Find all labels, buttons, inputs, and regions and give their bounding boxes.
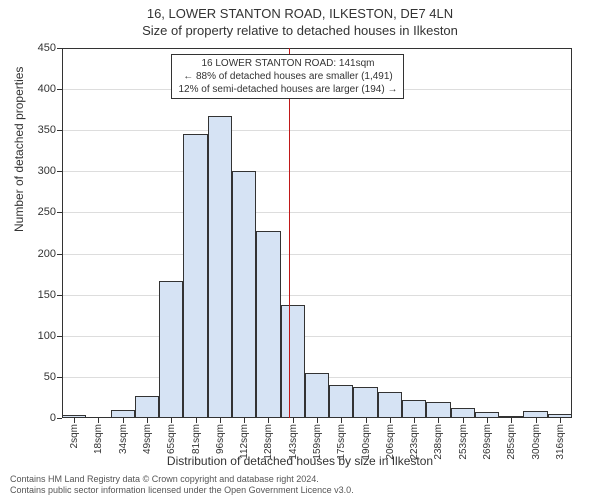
annotation-line1: 16 LOWER STANTON ROAD: 141sqm: [178, 57, 397, 70]
x-tick-label: 65sqm: [166, 424, 177, 454]
y-tick-label: 200: [38, 248, 56, 260]
y-tick-mark: [57, 212, 62, 213]
y-tick-mark: [57, 336, 62, 337]
x-tick-mark: [560, 418, 561, 423]
x-tick-mark: [463, 418, 464, 423]
x-tick-mark: [268, 418, 269, 423]
x-axis-label: Distribution of detached houses by size …: [0, 454, 600, 468]
y-tick-label: 0: [50, 412, 56, 424]
x-tick-mark: [74, 418, 75, 423]
footer-line1: Contains HM Land Registry data © Crown c…: [10, 474, 354, 485]
y-tick-label: 50: [44, 371, 56, 383]
y-axis-label: Number of detached properties: [12, 67, 26, 232]
x-tick-label: 81sqm: [191, 424, 202, 454]
y-tick-mark: [57, 295, 62, 296]
x-tick-label: 2sqm: [69, 424, 80, 448]
x-tick-mark: [147, 418, 148, 423]
annotation-line3: 12% of semi-detached houses are larger (…: [178, 83, 397, 96]
footer-line2: Contains public sector information licen…: [10, 485, 354, 496]
x-tick-mark: [414, 418, 415, 423]
x-tick-mark: [366, 418, 367, 423]
plot-border: [62, 48, 572, 418]
page-title: 16, LOWER STANTON ROAD, ILKESTON, DE7 4L…: [0, 6, 600, 23]
page-subtitle: Size of property relative to detached ho…: [0, 23, 600, 40]
x-tick-mark: [220, 418, 221, 423]
annotation-box: 16 LOWER STANTON ROAD: 141sqm ← 88% of d…: [171, 54, 404, 99]
chart-area: 16 LOWER STANTON ROAD: 141sqm ← 88% of d…: [62, 48, 572, 418]
x-tick-mark: [293, 418, 294, 423]
y-tick-mark: [57, 130, 62, 131]
y-tick-mark: [57, 48, 62, 49]
title-block: 16, LOWER STANTON ROAD, ILKESTON, DE7 4L…: [0, 0, 600, 40]
y-tick-mark: [57, 171, 62, 172]
y-tick-label: 400: [38, 83, 56, 95]
x-tick-mark: [390, 418, 391, 423]
x-tick-mark: [536, 418, 537, 423]
y-tick-mark: [57, 377, 62, 378]
x-tick-mark: [98, 418, 99, 423]
x-tick-mark: [171, 418, 172, 423]
x-tick-mark: [244, 418, 245, 423]
x-tick-mark: [341, 418, 342, 423]
x-tick-label: 34sqm: [118, 424, 129, 454]
y-tick-label: 450: [38, 42, 56, 54]
y-tick-label: 350: [38, 124, 56, 136]
y-tick-label: 150: [38, 289, 56, 301]
annotation-line2: ← 88% of detached houses are smaller (1,…: [178, 70, 397, 83]
x-tick-label: 96sqm: [215, 424, 226, 454]
y-tick-mark: [57, 418, 62, 419]
x-tick-mark: [123, 418, 124, 423]
x-tick-label: 18sqm: [93, 424, 104, 454]
footer-citation: Contains HM Land Registry data © Crown c…: [10, 474, 354, 496]
y-tick-mark: [57, 254, 62, 255]
y-tick-label: 100: [38, 330, 56, 342]
x-tick-label: 49sqm: [142, 424, 153, 454]
y-tick-label: 250: [38, 206, 56, 218]
marker-line: [289, 48, 290, 418]
x-tick-mark: [487, 418, 488, 423]
x-tick-mark: [438, 418, 439, 423]
y-tick-mark: [57, 89, 62, 90]
x-tick-mark: [317, 418, 318, 423]
y-tick-label: 300: [38, 165, 56, 177]
x-tick-mark: [511, 418, 512, 423]
x-tick-mark: [196, 418, 197, 423]
